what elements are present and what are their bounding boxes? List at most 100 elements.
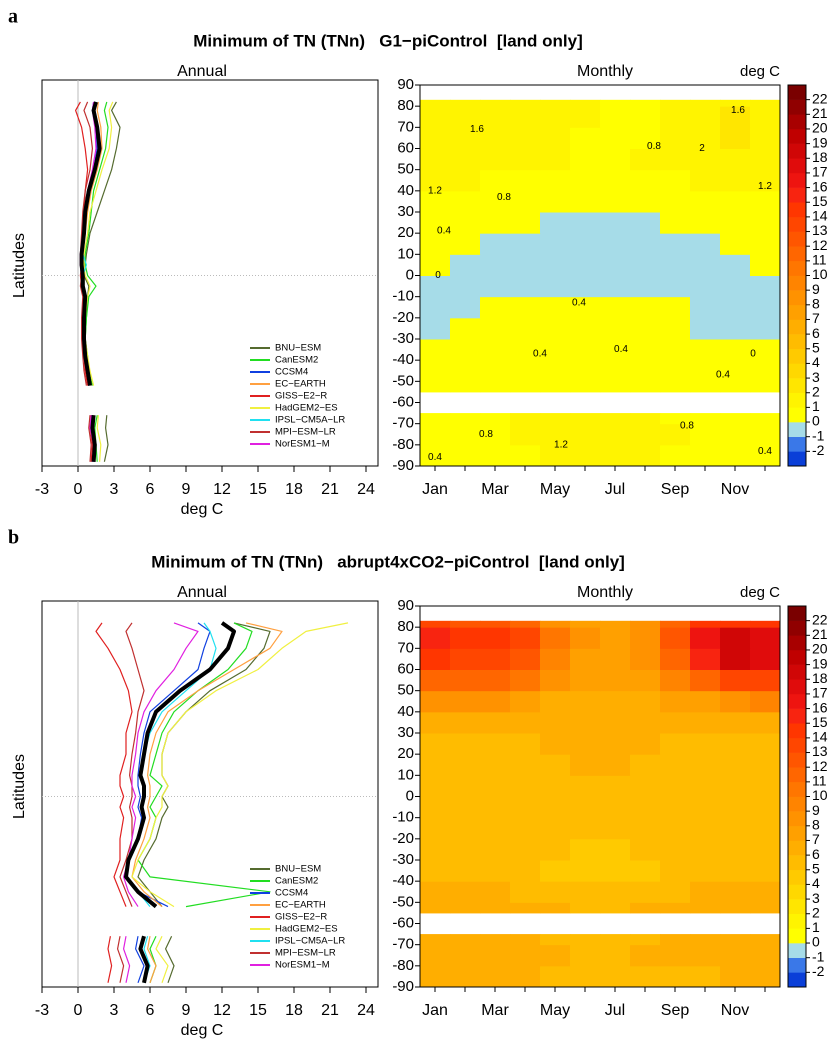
- colorbar-segment: [788, 796, 806, 812]
- heat-cell: [540, 754, 571, 776]
- heat-cell: [480, 711, 511, 734]
- heat-cell: [690, 99, 721, 107]
- colorbar-segment: [788, 737, 806, 753]
- heat-cell: [540, 275, 571, 298]
- x-tick-label: Nov: [721, 481, 749, 498]
- heat-cell: [600, 860, 631, 882]
- heat-cell: [720, 754, 751, 776]
- heat-cell: [690, 444, 721, 467]
- heat-cell: [600, 190, 631, 213]
- heat-cell: [720, 444, 751, 467]
- legend-label: GISS−E2−R: [275, 912, 327, 923]
- heat-cell: [510, 190, 541, 213]
- colorbar-segment: [788, 407, 806, 423]
- heat-cell: [570, 690, 601, 713]
- heat-cell: [600, 339, 631, 361]
- heat-cell: [750, 860, 781, 882]
- heat-cell: [420, 620, 451, 628]
- heat-cell: [510, 944, 541, 967]
- colorbar-tick-label: 22: [812, 90, 828, 106]
- colorbar-segment: [788, 899, 806, 915]
- heat-cell: [750, 754, 781, 776]
- heat-cell: [510, 296, 541, 319]
- colorbar-tick-label: 9: [812, 281, 820, 297]
- legend-label: GISS−E2−R: [275, 391, 327, 402]
- model-line: [131, 622, 349, 983]
- y-tick-label: 10: [397, 245, 414, 262]
- heat-cell: [750, 127, 781, 149]
- heat-cell: [630, 881, 661, 903]
- heat-cell: [660, 254, 691, 276]
- heat-cell: [450, 190, 481, 213]
- heat-cell: [420, 317, 451, 340]
- x-tick-label: Jul: [605, 481, 625, 498]
- model-line: [117, 622, 145, 983]
- heat-cell: [450, 212, 481, 234]
- heat-cell: [480, 838, 511, 861]
- y-tick-label: -20: [392, 830, 414, 847]
- x-tick-label: 15: [249, 1002, 267, 1019]
- heat-cell: [570, 254, 601, 276]
- colorbar-tick-label: 13: [812, 743, 828, 759]
- x-tick-label: 0: [74, 481, 83, 498]
- colorbar-tick-label: 10: [812, 787, 828, 803]
- x-tick-label: 12: [213, 481, 231, 498]
- heat-cell: [510, 881, 541, 903]
- heat-cell: [690, 944, 721, 967]
- x-axis-label: deg C: [181, 501, 224, 518]
- heat-cell: [450, 838, 481, 861]
- heat-cell: [600, 233, 631, 255]
- heat-cell: [630, 711, 661, 734]
- heat-cell: [540, 169, 571, 192]
- colorbar-segment: [788, 664, 806, 680]
- heat-cell: [630, 817, 661, 840]
- colorbar-segment: [788, 649, 806, 665]
- heat-cell: [750, 711, 781, 734]
- subtitle: Annual: [177, 63, 227, 80]
- contour-label: 0.4: [758, 446, 772, 457]
- heat-cell: [690, 190, 721, 213]
- colorbar-tick-label: 2: [812, 383, 820, 399]
- legend-label: IPSL−CM5A−LR: [275, 936, 345, 947]
- heat-cell: [720, 881, 751, 903]
- heat-cell: [510, 934, 541, 946]
- heat-cell: [600, 212, 631, 234]
- x-tick-label: 12: [213, 1002, 231, 1019]
- colorbar-segment: [788, 606, 806, 621]
- contour-label: 1.6: [470, 124, 484, 135]
- heat-cell: [510, 339, 541, 361]
- heat-cell: [690, 860, 721, 882]
- heat-cell: [690, 275, 721, 298]
- heat-cell: [450, 944, 481, 967]
- colorbar-segment: [788, 693, 806, 709]
- heat-cell: [720, 711, 751, 734]
- heat-cell: [660, 212, 691, 234]
- legend-label: NorESM1−M: [275, 439, 330, 450]
- colorbar-segment: [788, 840, 806, 856]
- heat-cell: [570, 669, 601, 692]
- heat-cell: [420, 381, 451, 393]
- colorbar-tick-label: 15: [812, 193, 828, 209]
- heat-cell: [480, 99, 511, 107]
- heat-cell: [660, 381, 691, 393]
- heat-cell: [420, 169, 451, 192]
- colorbar-tick-label: 6: [812, 325, 820, 341]
- heat-cell: [720, 860, 751, 882]
- legend-label: IPSL−CM5A−LR: [275, 415, 345, 426]
- y-tick-label: -90: [392, 978, 414, 995]
- heat-cell: [510, 317, 541, 340]
- heat-cell: [600, 648, 631, 670]
- colorbar-tick-label: 11: [812, 252, 827, 268]
- heat-cell: [630, 944, 661, 967]
- heat-cell: [660, 860, 691, 882]
- heat-cell: [480, 881, 511, 903]
- heat-cell: [570, 838, 601, 861]
- heat-cell: [450, 169, 481, 192]
- heat-cell: [570, 413, 601, 425]
- heat-cell: [660, 444, 691, 467]
- heat-cell: [720, 254, 751, 276]
- heat-cell: [420, 127, 451, 149]
- heat-cell: [660, 669, 691, 692]
- contour-label: 0: [435, 270, 441, 281]
- colorbar-label: deg C: [740, 63, 780, 80]
